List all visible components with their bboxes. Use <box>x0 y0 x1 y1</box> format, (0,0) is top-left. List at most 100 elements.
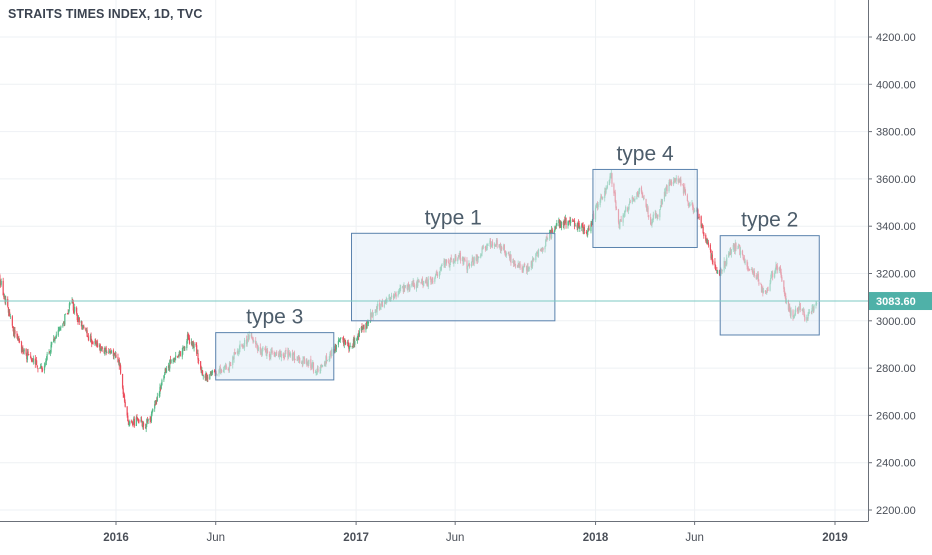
y-tick-label: 2800.00 <box>876 363 916 375</box>
candle-body <box>708 242 709 245</box>
candle-body <box>37 366 38 368</box>
candle-body <box>12 316 13 325</box>
y-tick-label: 3600.00 <box>876 174 916 186</box>
x-tick-label: Jun <box>446 532 465 544</box>
candle-body <box>14 330 15 334</box>
candle <box>64 314 65 326</box>
candle-body <box>47 354 48 359</box>
candle-body <box>189 338 190 343</box>
candle-body <box>125 402 126 407</box>
candle-body <box>703 232 704 236</box>
candle <box>340 338 341 339</box>
candle-body <box>180 351 181 356</box>
candle-body <box>570 220 571 223</box>
candle-body <box>350 346 351 347</box>
y-tick-label: 4200.00 <box>876 32 916 44</box>
candle-body <box>138 420 139 421</box>
candle-body <box>148 419 149 421</box>
annotation-label: type 1 <box>425 206 482 229</box>
candle-body <box>111 351 112 353</box>
annotation-box[interactable] <box>720 236 819 335</box>
candle-body <box>106 352 107 353</box>
candle-body <box>83 326 84 328</box>
candle-body <box>336 345 337 350</box>
candle-body <box>588 228 589 230</box>
candle-body <box>120 365 121 373</box>
candle-body <box>556 223 557 226</box>
candle-body <box>69 303 70 304</box>
candle-body <box>33 358 34 362</box>
candle-body <box>19 341 20 342</box>
candle-body <box>157 396 158 401</box>
candle-body <box>184 347 185 348</box>
chart-title: STRAITS TIMES INDEX, 1D, TVC <box>8 7 203 21</box>
candle-body <box>141 420 142 421</box>
candle-body <box>65 314 66 315</box>
candle-body <box>203 375 204 376</box>
candle-body <box>359 331 360 336</box>
candle-body <box>710 245 711 250</box>
annotation-label: type 2 <box>741 209 798 232</box>
candle-body <box>73 302 74 310</box>
candle-body <box>60 326 61 327</box>
y-tick-label: 2200.00 <box>876 505 916 517</box>
annotation-box[interactable] <box>352 233 555 321</box>
annotation-box[interactable] <box>216 333 334 380</box>
candle-body <box>64 314 65 324</box>
candle-body <box>88 337 89 341</box>
candle-body <box>699 217 700 218</box>
candle-body <box>7 299 8 306</box>
candle-body <box>24 349 25 351</box>
candle-body <box>368 322 369 323</box>
candle-body <box>340 338 341 339</box>
candle-body <box>143 423 144 427</box>
candle-body <box>575 226 576 227</box>
x-tick-label: 2018 <box>583 532 609 544</box>
candle-body <box>345 342 346 345</box>
candle-body <box>193 344 194 348</box>
candle-body <box>565 218 566 225</box>
candle-body <box>28 354 29 355</box>
candle-body <box>354 341 355 345</box>
y-tick-label: 3400.00 <box>876 221 916 233</box>
candle <box>715 265 716 271</box>
annotation-label: type 3 <box>246 306 303 329</box>
x-tick-label: 2016 <box>103 532 129 544</box>
candle-body <box>171 360 172 363</box>
last-price-badge: 3083.60 <box>869 292 932 310</box>
y-tick-label: 2400.00 <box>876 458 916 470</box>
y-tick-label: 2600.00 <box>876 410 916 422</box>
candle-body <box>102 347 103 350</box>
candle-body <box>198 360 199 361</box>
candle-body <box>340 338 341 340</box>
candle-body <box>715 265 716 270</box>
x-tick-label: 2019 <box>822 532 848 544</box>
candle-body <box>212 371 213 374</box>
candle-body <box>76 308 77 314</box>
candle-body <box>579 227 580 229</box>
candle-body <box>37 368 38 369</box>
candle-body <box>152 409 153 412</box>
candle-body <box>62 324 63 327</box>
y-tick-label: 3800.00 <box>876 127 916 139</box>
y-tick-label: 4000.00 <box>876 79 916 91</box>
candle-body <box>42 370 43 371</box>
x-tick-label: 2017 <box>343 532 369 544</box>
candle-body <box>10 316 11 317</box>
candle-body <box>56 335 57 338</box>
candle-body <box>584 227 585 231</box>
candle-body <box>129 421 130 424</box>
candle-body <box>363 325 364 329</box>
candle-body <box>92 342 93 343</box>
candle-body <box>207 378 208 379</box>
candle <box>28 354 29 355</box>
candle-body <box>367 324 368 326</box>
candle-body <box>175 356 176 358</box>
candle-body <box>717 270 718 273</box>
annotation-box[interactable] <box>593 169 697 247</box>
candle-body <box>134 419 135 426</box>
candle <box>180 351 181 357</box>
candle-body <box>703 227 704 233</box>
